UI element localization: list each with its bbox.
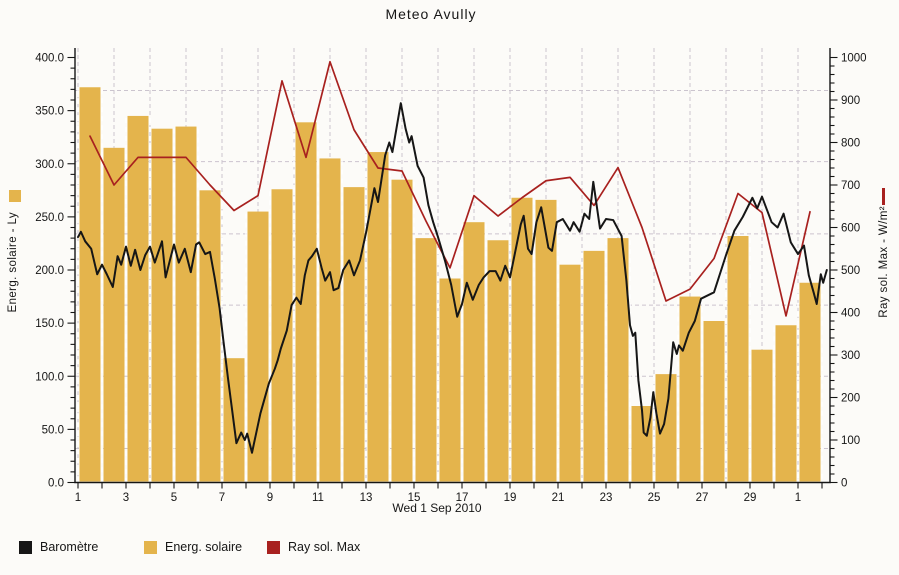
legend-label-barometre: Baromètre	[40, 540, 99, 554]
bar-energ-solaire	[415, 238, 437, 482]
y-left-tick-label: 50.0	[42, 424, 64, 436]
bar-energ-solaire	[583, 250, 605, 482]
x-tick-label: 25	[648, 492, 661, 504]
x-tick-label: 29	[744, 492, 757, 504]
bar-energ-solaire	[607, 238, 629, 482]
x-tick-label: 17	[456, 492, 469, 504]
bar-energ-solaire	[79, 87, 101, 482]
bar-energ-solaire	[631, 406, 653, 482]
y-right-tick-label: 700	[841, 180, 860, 192]
bar-energ-solaire	[367, 152, 389, 482]
x-tick-label: 9	[267, 492, 273, 504]
chart-title: Meteo Avully	[385, 6, 477, 22]
y-right-tick-label: 600	[841, 223, 860, 235]
legend-item-barometre: Baromètre	[19, 539, 98, 555]
y-left-tick-label: 150.0	[35, 318, 64, 330]
tick-labels: 0.0 50.0 100.0 150.0 200.0 250.0 300.0 350.0 400…	[35, 53, 866, 505]
y-right-tick-label: 1000	[841, 53, 867, 65]
bar-energ-solaire	[487, 240, 509, 482]
y-right-tick-label: 0	[841, 478, 847, 490]
bar-energ-solaire	[799, 282, 821, 482]
bar-energ-solaire	[655, 374, 677, 482]
bar-energ-solaire	[151, 128, 173, 482]
legend-swatch-ray-sol-max	[267, 540, 280, 554]
y-left-tick-label: 200.0	[35, 265, 64, 277]
x-tick-label: 1	[795, 492, 801, 504]
y-left-tick-label: 350.0	[35, 106, 64, 118]
bar-energ-solaire	[103, 147, 125, 482]
bar-energ-solaire	[319, 158, 341, 482]
legend-item-energ-solaire: Energ. solaire	[144, 539, 242, 555]
bar-energ-solaire	[463, 222, 485, 482]
bar-energ-solaire	[679, 296, 701, 482]
bar-energ-solaire	[727, 236, 749, 482]
y-left-tick-label: 400.0	[35, 53, 64, 65]
line-ray-sol-max	[89, 60, 811, 317]
y-left-tick-label: 100.0	[35, 371, 64, 383]
bar-energ-solaire	[439, 278, 461, 482]
bar-energ-solaire	[559, 264, 581, 482]
axes	[74, 48, 831, 484]
y-left-tick-label: 300.0	[35, 159, 64, 171]
legend-item-ray-sol-max: Ray sol. Max	[267, 539, 360, 555]
bar-energ-solaire	[247, 211, 269, 482]
x-tick-label: 1	[75, 492, 81, 504]
bar-boundary-lines	[77, 89, 823, 481]
y-right-tick-label: 100	[841, 435, 860, 447]
bar-energ-solaire	[391, 179, 413, 482]
legend-label-energ-solaire: Energ. solaire	[165, 540, 243, 554]
bar-energ-solaire	[271, 189, 293, 482]
bar-energ-solaire	[511, 197, 533, 482]
x-tick-label: 23	[600, 492, 613, 504]
bar-energ-solaire	[535, 199, 557, 482]
bar-energ-solaire	[751, 349, 773, 482]
x-tick-label: 27	[696, 492, 709, 504]
ray-sol-max-axis-swatch	[882, 188, 885, 205]
y-right-tick-label: 500	[841, 265, 860, 277]
x-tick-label: 15	[408, 492, 421, 504]
x-tick-label: 13	[360, 492, 373, 504]
y-left-tick-label: 0.0	[48, 478, 64, 490]
y-right-tick-label: 200	[841, 393, 860, 405]
y-right-tick-label: 900	[841, 95, 860, 107]
x-tick-label: 19	[504, 492, 517, 504]
x-tick-label: 3	[123, 492, 129, 504]
line-barometre	[77, 102, 828, 454]
x-tick-label: 5	[171, 492, 177, 504]
legend-label-ray-sol-max: Ray sol. Max	[288, 540, 361, 554]
bar-energ-solaire	[295, 122, 317, 482]
bar-energ-solaire	[199, 190, 221, 482]
bar-energ-solaire	[127, 115, 149, 482]
legend-swatch-energ-solaire	[144, 540, 157, 554]
x-axis-date-label: Wed 1 Sep 2010	[392, 501, 482, 515]
x-tick-label: 7	[219, 492, 225, 504]
y-right-tick-label: 400	[841, 308, 860, 320]
legend-swatch-barometre	[19, 540, 32, 554]
bar-energ-solaire	[703, 321, 725, 482]
ticks	[67, 56, 838, 489]
x-tick-label: 11	[312, 492, 324, 504]
bar-energ-solaire	[343, 187, 365, 482]
x-tick-label: 21	[552, 492, 565, 504]
y-right-tick-label: 800	[841, 138, 860, 150]
y-left-tick-label: 250.0	[35, 212, 64, 224]
series-energ-solaire-bars	[79, 87, 821, 482]
energ-solaire-axis-swatch	[9, 190, 21, 202]
y-right-tick-label: 300	[841, 350, 860, 362]
bar-energ-solaire	[175, 126, 197, 482]
bar-energ-solaire	[775, 325, 797, 482]
